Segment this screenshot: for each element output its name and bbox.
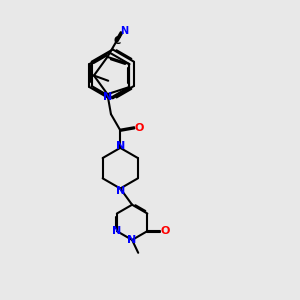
Text: N: N xyxy=(120,26,128,36)
Text: O: O xyxy=(160,226,170,236)
Text: N: N xyxy=(116,186,125,196)
Text: N: N xyxy=(103,92,112,102)
Text: N: N xyxy=(128,235,137,245)
Text: O: O xyxy=(134,123,144,133)
Text: N: N xyxy=(112,226,121,236)
Text: N: N xyxy=(116,140,125,151)
Text: C: C xyxy=(113,36,120,46)
